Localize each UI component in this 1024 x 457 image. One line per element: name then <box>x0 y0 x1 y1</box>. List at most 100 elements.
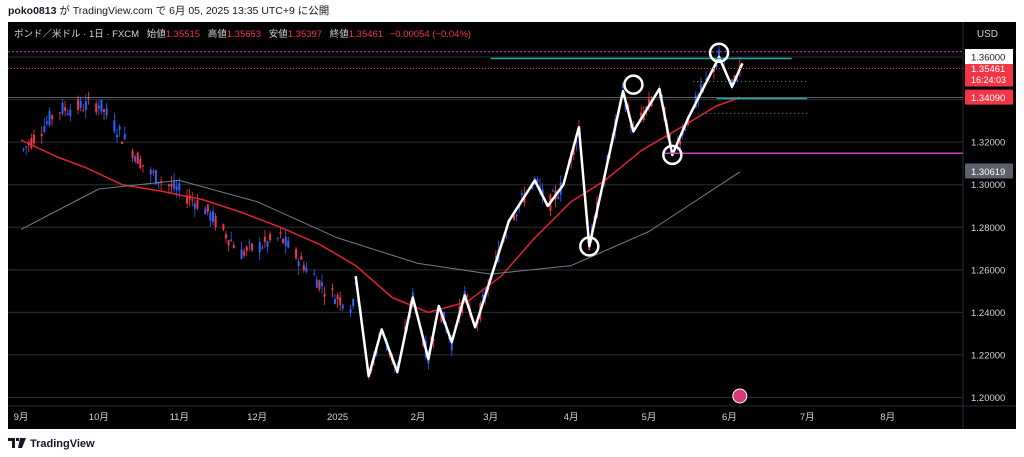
candle-body <box>263 236 266 242</box>
candle-body <box>702 84 705 86</box>
candle-body <box>731 79 734 85</box>
low-label: 安値 <box>268 29 288 40</box>
event-flag-icon <box>732 388 748 404</box>
candle-body <box>622 83 625 89</box>
y-tick-label: 1.26000 <box>971 265 1005 276</box>
x-tick-label: 11月 <box>170 412 189 423</box>
low-value: 1.35397 <box>287 29 323 40</box>
candle-body <box>141 165 144 167</box>
currency-label[interactable]: USD <box>976 29 998 40</box>
candle-body <box>175 186 178 190</box>
candle-body <box>305 267 308 272</box>
candle-body <box>300 256 303 260</box>
candle-body <box>48 111 51 125</box>
candle-body <box>513 215 516 220</box>
candle-body <box>243 251 246 256</box>
zigzag-drawing <box>354 55 744 378</box>
high-value: 1.35653 <box>226 29 262 40</box>
candle-body <box>87 98 90 100</box>
candle-body <box>295 249 298 259</box>
open-value: 1.35515 <box>165 29 201 40</box>
author-name[interactable]: poko0813 <box>8 5 57 17</box>
candle-body <box>515 214 518 217</box>
candle-body <box>214 215 217 228</box>
y-tick-label: 1.28000 <box>971 223 1005 234</box>
candle-body <box>191 199 194 201</box>
candle-body <box>248 242 251 244</box>
candle-body <box>531 184 534 189</box>
candle-body <box>323 293 326 297</box>
candle-body <box>315 279 318 288</box>
x-tick-label: 10月 <box>89 412 109 423</box>
close-label: 終値 <box>329 29 349 40</box>
candle-body <box>297 261 300 267</box>
candle-body <box>121 141 124 144</box>
x-tick-label: 2025 <box>327 412 348 423</box>
price-label-bg <box>965 163 1013 179</box>
price-label-bg <box>965 89 1013 105</box>
circle-marker <box>662 144 683 166</box>
candle-body <box>196 200 199 209</box>
candle-body <box>261 247 264 249</box>
candle-body <box>222 224 225 230</box>
candle-body <box>103 109 106 113</box>
chart-area[interactable]: 1.360001.340001.320001.300001.280001.260… <box>8 22 1016 429</box>
x-tick-label: 12月 <box>247 412 267 423</box>
candle-body <box>32 134 35 144</box>
candle-body <box>149 169 152 175</box>
y-tick-label: 1.30000 <box>971 180 1005 191</box>
candle-body <box>733 75 736 80</box>
circle-marker <box>623 74 644 95</box>
x-tick-label: 5月 <box>642 412 657 423</box>
y-tick-label: 1.20000 <box>971 393 1005 404</box>
x-tick-label: 3月 <box>483 412 498 423</box>
x-tick-label: 7月 <box>800 412 815 423</box>
candle-body <box>82 110 85 112</box>
candle-body <box>333 298 336 304</box>
candle-body <box>152 171 155 173</box>
candle-body <box>520 192 523 195</box>
candle-body <box>118 126 121 130</box>
ohlc-legend: ポンド／米ドル · 1日 · FXCM 始値1.35515 高値1.35653 … <box>14 26 471 40</box>
price-label-text: 1.35461 <box>971 64 1005 75</box>
candle-body <box>287 240 290 248</box>
candle-body <box>30 137 33 148</box>
candle-body <box>186 197 189 204</box>
candle-body <box>25 146 28 148</box>
candle-body <box>404 326 407 330</box>
candle-body <box>284 236 287 246</box>
footer-brand[interactable]: TradingView <box>8 435 95 453</box>
candle-body <box>227 240 230 246</box>
candle-body <box>193 203 196 209</box>
x-tick-label: 4月 <box>564 412 579 423</box>
close-value: 1.35461 <box>348 29 384 40</box>
candle-body <box>66 113 69 115</box>
candle-body <box>505 234 508 236</box>
countdown-label: 16:24:03 <box>971 75 1006 85</box>
high-label: 高値 <box>207 29 227 40</box>
ma-red-line <box>20 96 741 314</box>
candle-body <box>69 109 72 116</box>
candle-body <box>352 299 355 307</box>
candle-body <box>58 112 61 114</box>
candle-body <box>136 152 139 164</box>
price-chart[interactable]: 1.360001.340001.320001.300001.280001.260… <box>8 22 1016 429</box>
publish-info: が TradingView.com で 6月 05, 2025 13:35 UT… <box>56 5 330 17</box>
candle-body <box>245 246 248 251</box>
candle-body <box>432 338 435 341</box>
y-tick-label: 1.24000 <box>971 308 1005 319</box>
x-tick-label: 9月 <box>14 412 29 423</box>
candle-body <box>79 100 82 108</box>
price-label-text: 1.30619 <box>971 167 1005 178</box>
candle-body <box>230 239 233 242</box>
candle-body <box>718 50 721 57</box>
candle-body <box>178 183 181 191</box>
symbol-label[interactable]: ポンド／米ドル · 1日 · FXCM <box>14 29 140 40</box>
price-label-bg <box>965 49 1013 65</box>
x-tick-label: 6月 <box>722 412 737 423</box>
circle-marker <box>579 236 600 257</box>
candle-body <box>647 98 650 108</box>
candle-body <box>173 180 176 189</box>
candle-body <box>736 79 739 82</box>
candle-body <box>224 234 227 239</box>
